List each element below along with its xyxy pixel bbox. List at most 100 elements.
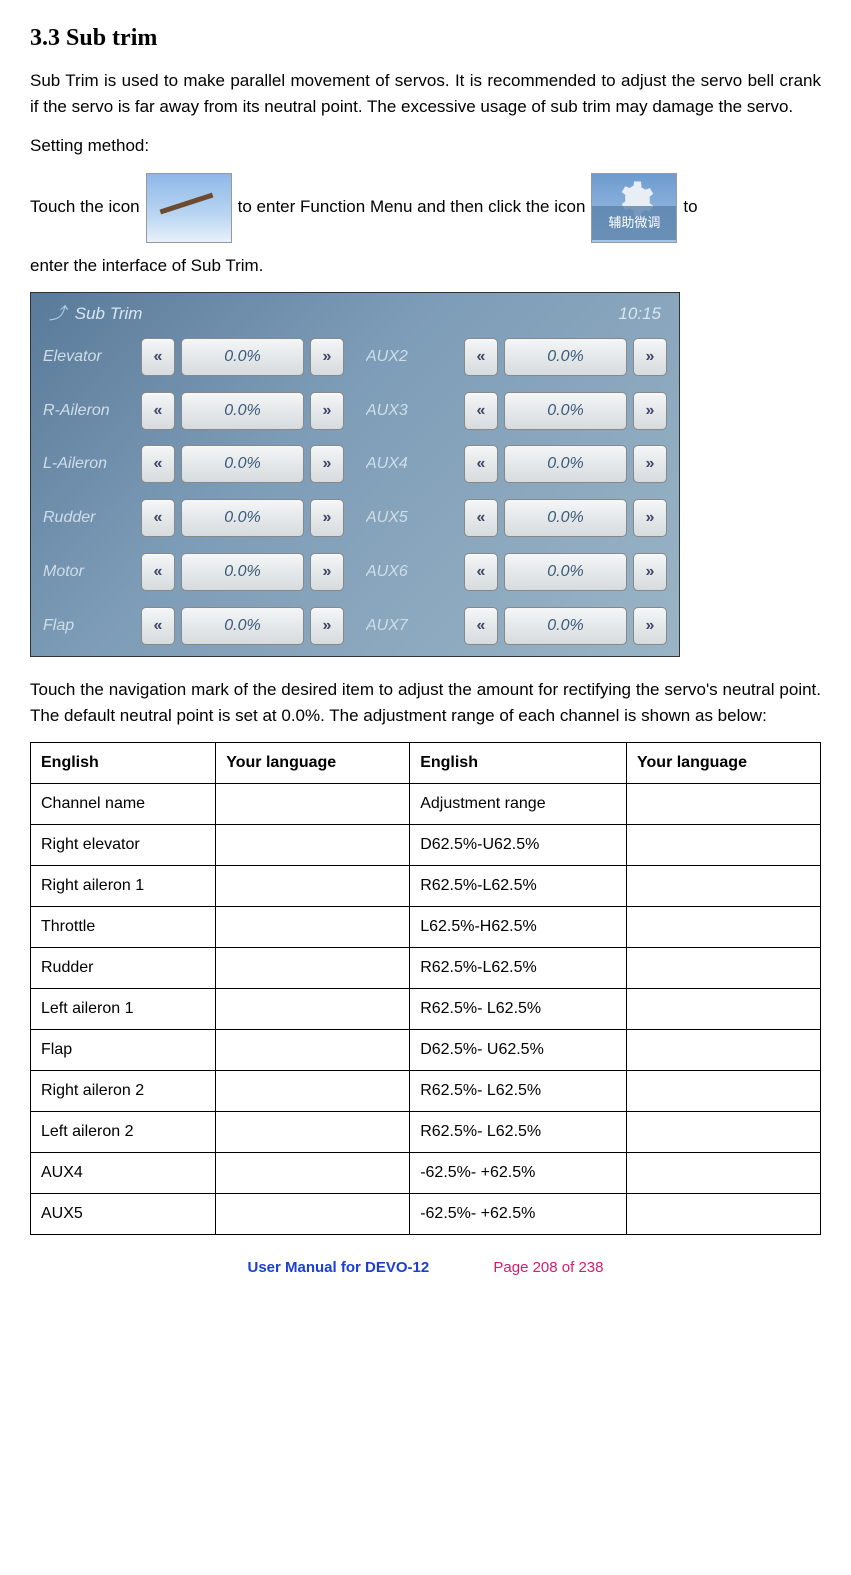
channel-row: Elevator«0.0%» — [43, 335, 344, 380]
channel-value[interactable]: 0.0% — [504, 553, 627, 591]
channel-value[interactable]: 0.0% — [181, 392, 304, 430]
table-cell: D62.5%-U62.5% — [410, 825, 627, 866]
decrement-button[interactable]: « — [141, 338, 175, 376]
table-cell — [216, 948, 410, 989]
channel-value[interactable]: 0.0% — [181, 338, 304, 376]
section-title: 3.3 Sub trim — [30, 20, 821, 56]
table-cell — [627, 1153, 821, 1194]
channel-value[interactable]: 0.0% — [181, 553, 304, 591]
increment-button[interactable]: » — [633, 553, 667, 591]
channel-label: Motor — [43, 560, 135, 584]
table-cell — [216, 1194, 410, 1235]
table-cell — [216, 1030, 410, 1071]
page-footer: User Manual for DEVO-12 Page 208 of 238 — [30, 1257, 821, 1280]
table-header-row: EnglishYour languageEnglishYour language — [31, 743, 821, 784]
icon-line-pre: Touch the icon — [30, 187, 140, 228]
increment-button[interactable]: » — [633, 338, 667, 376]
channel-value[interactable]: 0.0% — [504, 607, 627, 645]
decrement-button[interactable]: « — [464, 607, 498, 645]
table-cell — [216, 1112, 410, 1153]
channel-row: Motor«0.0%» — [43, 550, 344, 595]
decrement-button[interactable]: « — [464, 553, 498, 591]
increment-button[interactable]: » — [633, 392, 667, 430]
table-cell — [627, 989, 821, 1030]
back-arrow-icon[interactable]: ⤴ — [49, 301, 66, 327]
subtrim-screenshot: ⤴ Sub Trim 10:15 Elevator«0.0%»AUX2«0.0%… — [30, 292, 680, 657]
table-header-cell: English — [410, 743, 627, 784]
increment-button[interactable]: » — [310, 338, 344, 376]
increment-button[interactable]: » — [310, 607, 344, 645]
decrement-button[interactable]: « — [464, 499, 498, 537]
table-row: Right elevatorD62.5%-U62.5% — [31, 825, 821, 866]
table-cell — [627, 1030, 821, 1071]
increment-button[interactable]: » — [633, 499, 667, 537]
channel-value[interactable]: 0.0% — [181, 445, 304, 483]
channel-row: Flap«0.0%» — [43, 603, 344, 648]
channel-label: R-Aileron — [43, 399, 135, 423]
channel-row: AUX3«0.0%» — [366, 388, 667, 433]
channels-grid: Elevator«0.0%»AUX2«0.0%»R-Aileron«0.0%»A… — [43, 335, 667, 649]
table-cell — [216, 866, 410, 907]
channel-row: Rudder«0.0%» — [43, 496, 344, 541]
channel-row: R-Aileron«0.0%» — [43, 388, 344, 433]
decrement-button[interactable]: « — [141, 445, 175, 483]
plane-icon — [146, 173, 232, 243]
channel-value[interactable]: 0.0% — [181, 607, 304, 645]
decrement-button[interactable]: « — [141, 553, 175, 591]
setting-method-label: Setting method: — [30, 133, 821, 159]
table-header-cell: Your language — [627, 743, 821, 784]
table-cell: Throttle — [31, 907, 216, 948]
table-row: Right aileron 1R62.5%-L62.5% — [31, 866, 821, 907]
channel-row: AUX7«0.0%» — [366, 603, 667, 648]
channel-label: AUX3 — [366, 399, 458, 423]
decrement-button[interactable]: « — [464, 445, 498, 483]
increment-button[interactable]: » — [310, 553, 344, 591]
table-cell: Left aileron 2 — [31, 1112, 216, 1153]
table-cell: AUX4 — [31, 1153, 216, 1194]
screenshot-header: ⤴ Sub Trim 10:15 — [43, 301, 667, 327]
table-row: Left aileron 1R62.5%- L62.5% — [31, 989, 821, 1030]
table-row: Channel name Adjustment range — [31, 784, 821, 825]
decrement-button[interactable]: « — [464, 338, 498, 376]
channel-label: AUX5 — [366, 506, 458, 530]
table-row: AUX5-62.5%- +62.5% — [31, 1194, 821, 1235]
channel-value[interactable]: 0.0% — [504, 392, 627, 430]
table-cell: R62.5%-L62.5% — [410, 948, 627, 989]
table-cell: Right aileron 1 — [31, 866, 216, 907]
table-row: Left aileron 2R62.5%- L62.5% — [31, 1112, 821, 1153]
channel-row: AUX4«0.0%» — [366, 442, 667, 487]
table-row: AUX4 -62.5%- +62.5% — [31, 1153, 821, 1194]
table-cell: Channel name — [31, 784, 216, 825]
decrement-button[interactable]: « — [141, 392, 175, 430]
table-cell: R62.5%- L62.5% — [410, 989, 627, 1030]
post-screenshot-paragraph: Touch the navigation mark of the desired… — [30, 677, 821, 728]
channel-row: AUX5«0.0%» — [366, 496, 667, 541]
increment-button[interactable]: » — [310, 392, 344, 430]
intro-paragraph: Sub Trim is used to make parallel moveme… — [30, 68, 821, 119]
channel-value[interactable]: 0.0% — [504, 499, 627, 537]
table-cell — [627, 1112, 821, 1153]
channel-value[interactable]: 0.0% — [504, 445, 627, 483]
table-row: Right aileron 2R62.5%- L62.5% — [31, 1071, 821, 1112]
channel-label: AUX7 — [366, 614, 458, 638]
increment-button[interactable]: » — [633, 607, 667, 645]
table-cell — [216, 784, 410, 825]
table-cell: Right aileron 2 — [31, 1071, 216, 1112]
decrement-button[interactable]: « — [464, 392, 498, 430]
increment-button[interactable]: » — [633, 445, 667, 483]
decrement-button[interactable]: « — [141, 607, 175, 645]
subtrim-gear-icon: 辅助微调 — [591, 173, 677, 243]
table-cell — [627, 948, 821, 989]
channel-value[interactable]: 0.0% — [181, 499, 304, 537]
table-cell: Adjustment range — [410, 784, 627, 825]
channel-value[interactable]: 0.0% — [504, 338, 627, 376]
table-cell: L62.5%-H62.5% — [410, 907, 627, 948]
table-body: Channel name Adjustment rangeRight elevat… — [31, 784, 821, 1235]
channel-label: Flap — [43, 614, 135, 638]
table-row: FlapD62.5%- U62.5% — [31, 1030, 821, 1071]
table-cell: -62.5%- +62.5% — [410, 1153, 627, 1194]
channel-row: L-Aileron«0.0%» — [43, 442, 344, 487]
increment-button[interactable]: » — [310, 445, 344, 483]
decrement-button[interactable]: « — [141, 499, 175, 537]
increment-button[interactable]: » — [310, 499, 344, 537]
